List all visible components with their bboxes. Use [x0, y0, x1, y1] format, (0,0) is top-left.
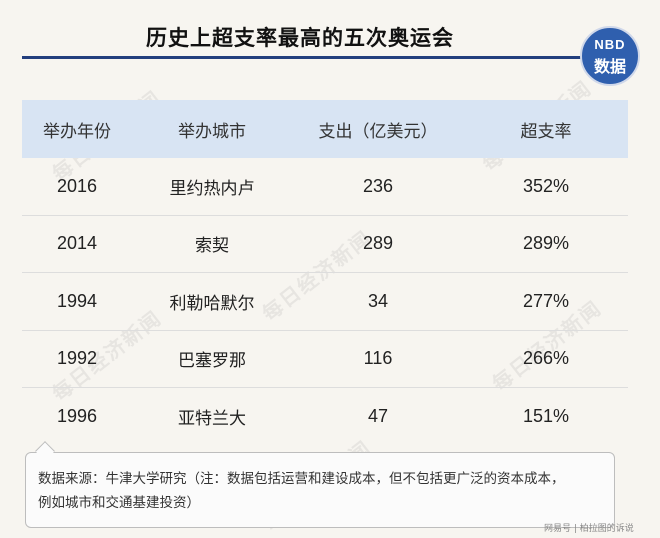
- nbd-logo-subtext: 数据: [593, 57, 626, 76]
- source-note-line: 数据来源：牛津大学研究（注：数据包括运营和建设成本，但不包括更广泛的资本成本，: [38, 471, 565, 487]
- cell-year: 2016: [56, 175, 98, 196]
- cell-year: 1996: [56, 406, 98, 427]
- table-header: 举办年份 举办城市 支出（亿美元） 超支率: [22, 100, 628, 158]
- cell-overrun: 289%: [522, 233, 570, 254]
- cell-city: 利勒哈默尔: [169, 293, 255, 314]
- nbd-logo: NBD 数据: [580, 26, 640, 86]
- cell-year: 1994: [56, 290, 98, 311]
- table-row: 2016 里约热内卢 236 352%: [22, 158, 628, 216]
- cell-overrun: 352%: [522, 175, 570, 196]
- header-spend: 支出（亿美元）: [318, 121, 438, 142]
- source-note: 数据来源：牛津大学研究（注：数据包括运营和建设成本，但不包括更广泛的资本成本， …: [25, 452, 615, 528]
- olympics-table: 举办年份 举办城市 支出（亿美元） 超支率 2016 里约热内卢 236 352…: [22, 100, 628, 446]
- cell-overrun: 151%: [522, 406, 570, 427]
- title-divider: [22, 56, 618, 59]
- cell-city: 索契: [195, 236, 229, 257]
- header-year: 举办年份: [43, 121, 111, 142]
- cell-spend: 236: [362, 175, 394, 196]
- table-row: 1994 利勒哈默尔 34 277%: [22, 273, 628, 331]
- platform-watermark: 网易号 | 柏拉图的诉说: [544, 524, 634, 534]
- header-city: 举办城市: [178, 121, 246, 142]
- table-row: 1996 亚特兰大 47 151%: [22, 388, 628, 446]
- page-title: 历史上超支率最高的五次奥运会: [146, 26, 454, 50]
- cell-city: 巴塞罗那: [178, 351, 246, 372]
- header-overrun: 超支率: [520, 121, 572, 142]
- cell-spend: 116: [363, 348, 393, 369]
- cell-year: 1992: [56, 348, 98, 369]
- nbd-logo-text: NBD: [594, 37, 626, 52]
- cell-spend: 47: [367, 406, 389, 427]
- cell-spend: 289: [362, 233, 394, 254]
- source-note-line: 例如城市和交通基建投资）: [38, 495, 200, 511]
- cell-city: 里约热内卢: [169, 178, 255, 199]
- cell-overrun: 266%: [522, 348, 570, 369]
- table-row: 2014 索契 289 289%: [22, 216, 628, 273]
- cell-spend: 34: [367, 290, 389, 311]
- cell-overrun: 277%: [522, 290, 570, 311]
- cell-year: 2014: [56, 233, 98, 254]
- cell-city: 亚特兰大: [178, 409, 246, 430]
- table-row: 1992 巴塞罗那 116 266%: [22, 331, 628, 388]
